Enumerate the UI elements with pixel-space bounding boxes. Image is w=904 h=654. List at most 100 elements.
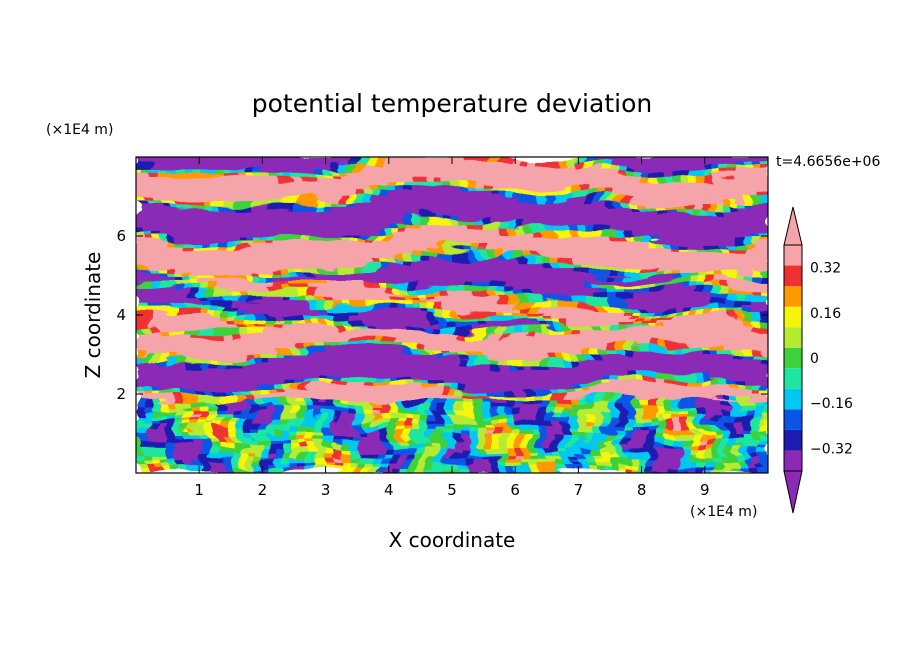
contour-cell (277, 314, 287, 321)
contour-cell (159, 373, 169, 380)
contour-cell (136, 467, 145, 473)
contour-cell (356, 363, 366, 370)
contour-cell (198, 433, 208, 439)
contour-cell (238, 398, 248, 405)
contour-cell (380, 196, 390, 202)
contour-cell (538, 181, 548, 188)
contour-cell (759, 304, 768, 311)
contour-cell (570, 433, 579, 439)
contour-cell (285, 279, 295, 286)
contour-cell (498, 398, 508, 405)
contour-cell (348, 171, 358, 178)
contour-cell (577, 314, 587, 321)
contour-cell (664, 413, 674, 420)
contour-cell (427, 255, 437, 262)
contour-cell (554, 181, 564, 188)
contour-cell (475, 166, 485, 173)
contour-cell (688, 349, 698, 355)
contour-cell (593, 225, 603, 232)
contour-cell (498, 166, 508, 173)
contour-cell (254, 334, 263, 341)
contour-cell (269, 398, 279, 405)
contour-cell (451, 220, 461, 227)
contour-cell (601, 378, 611, 385)
contour-cell (412, 319, 421, 326)
contour-cell (491, 279, 500, 286)
contour-cell (680, 220, 690, 227)
contour-cell (459, 467, 469, 473)
contour-cell (190, 250, 200, 257)
contour-cell (498, 235, 508, 242)
contour-cell (641, 403, 650, 410)
contour-cell (175, 447, 184, 454)
contour-cell (522, 186, 532, 193)
contour-cell (182, 205, 192, 212)
contour-cell (175, 309, 184, 316)
contour-cell (467, 378, 477, 385)
contour-cell (554, 270, 564, 276)
contour-cell (538, 339, 548, 346)
contour-cell (735, 457, 745, 464)
contour-cell (530, 299, 540, 306)
contour-cell (609, 176, 619, 183)
contour-cell (412, 309, 421, 316)
contour-cell (649, 220, 658, 227)
contour-cell (396, 275, 406, 281)
contour-cell (404, 467, 413, 473)
contour-cell (751, 210, 761, 217)
contour-cell (159, 329, 169, 336)
contour-cell (277, 200, 287, 207)
contour-cell (491, 437, 500, 444)
contour-cell (451, 398, 461, 405)
contour-cell (688, 442, 698, 449)
contour-cell (554, 279, 564, 286)
contour-cell (759, 265, 768, 272)
contour-cell (649, 250, 658, 257)
contour-cell (585, 388, 595, 395)
contour-cell (151, 166, 161, 173)
contour-cell (364, 205, 374, 212)
contour-cell (546, 186, 556, 193)
contour-cell (562, 284, 571, 291)
contour-cell (412, 452, 421, 459)
contour-cell (554, 225, 564, 232)
contour-cell (593, 270, 603, 276)
contour-cell (254, 393, 263, 400)
contour-cell (198, 284, 208, 291)
contour-cell (214, 368, 224, 375)
contour-cell (601, 210, 611, 217)
contour-cell (585, 230, 595, 237)
contour-cell (577, 403, 587, 410)
contour-cell (269, 255, 279, 262)
contour-cell (182, 314, 192, 321)
contour-cell (554, 304, 564, 311)
contour-cell (380, 215, 390, 222)
contour-cell (167, 299, 176, 306)
contour-cell (261, 363, 271, 370)
contour-cell (222, 334, 232, 341)
contour-cell (136, 452, 145, 459)
contour-cell (396, 176, 406, 183)
contour-cell (467, 413, 477, 420)
contour-cell (412, 354, 421, 360)
contour-cell (380, 363, 390, 370)
contour-cell (696, 408, 706, 415)
contour-cell (293, 383, 303, 390)
contour-cell (601, 403, 611, 410)
contour-cell (680, 176, 690, 183)
contour-cell (167, 462, 176, 469)
contour-cell (735, 181, 745, 188)
contour-cell (743, 265, 753, 272)
contour-cell (617, 220, 627, 227)
contour-cell (585, 428, 595, 434)
contour-cell (696, 186, 706, 193)
contour-cell (506, 368, 516, 375)
contour-cell (633, 467, 643, 473)
contour-cell (238, 210, 248, 217)
contour-cell (372, 191, 382, 197)
contour-cell (333, 200, 342, 207)
contour-cell (530, 225, 540, 232)
contour-cell (159, 245, 169, 252)
contour-cell (372, 210, 382, 217)
contour-cell (735, 368, 745, 375)
